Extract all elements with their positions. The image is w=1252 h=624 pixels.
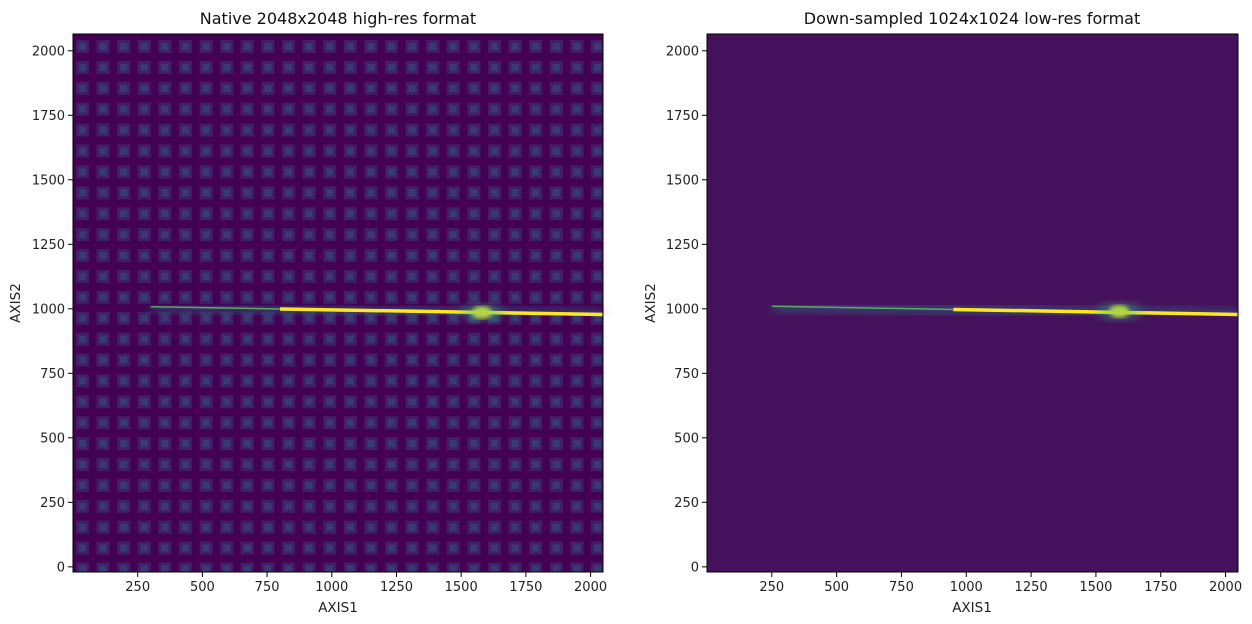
- right-image-area: [707, 34, 1239, 572]
- y-tick-label: 1250: [666, 238, 699, 253]
- x-tick-label: 500: [824, 580, 849, 595]
- x-tick-label: 2000: [574, 580, 607, 595]
- left-x-axis-label: AXIS1: [318, 600, 358, 616]
- right-x-axis: 250 500 750 1000 1250 1500 1750 2000: [759, 572, 1242, 595]
- right-spectral-trace: [771, 301, 1239, 321]
- x-tick-label: 1000: [950, 580, 983, 595]
- x-tick-label: 1500: [1079, 580, 1112, 595]
- right-heatmap-panel: Down-sampled 1024x1024 low-res format 25…: [643, 9, 1242, 616]
- x-tick-label: 750: [255, 580, 280, 595]
- y-tick-label: 1500: [32, 173, 65, 188]
- y-tick-label: 0: [57, 560, 65, 575]
- x-tick-label: 1750: [509, 580, 542, 595]
- left-heatmap-panel: Native 2048x2048 high-res format 250 500 7…: [8, 9, 607, 616]
- left-plot-frame: [72, 33, 604, 573]
- y-tick-label: 0: [691, 560, 699, 575]
- left-y-axis: 0 250 500 750 1000 1250 1500 1750 2000: [32, 44, 73, 575]
- x-tick-label: 750: [889, 580, 914, 595]
- x-tick-label: 1500: [445, 580, 478, 595]
- y-tick-label: 1750: [666, 109, 699, 124]
- y-tick-label: 2000: [666, 44, 699, 59]
- x-tick-label: 250: [759, 580, 784, 595]
- right-chart-title: Down-sampled 1024x1024 low-res format: [804, 9, 1140, 28]
- x-tick-label: 1250: [1015, 580, 1048, 595]
- y-tick-label: 1000: [32, 302, 65, 317]
- left-image-area: [73, 34, 604, 572]
- trace-bright-segment: [280, 307, 604, 317]
- right-y-axis: 0 250 500 750 1000 1250 1500 1750 2000: [666, 44, 707, 575]
- trace-faint-segment: [771, 305, 954, 311]
- x-tick-label: 1000: [315, 580, 348, 595]
- y-tick-label: 1250: [32, 238, 65, 253]
- y-tick-label: 1750: [32, 109, 65, 124]
- x-tick-label: 500: [190, 580, 215, 595]
- y-tick-label: 1500: [666, 173, 699, 188]
- left-x-axis: 250 500 750 1000 1250 1500 1750 2000: [125, 572, 607, 595]
- trace-blob-glow: [1097, 302, 1142, 321]
- x-tick-label: 250: [125, 580, 150, 595]
- right-y-axis-label: AXIS2: [643, 283, 659, 323]
- y-tick-label: 750: [40, 367, 65, 382]
- x-tick-label: 2000: [1209, 580, 1242, 595]
- right-plot-frame: [706, 33, 1239, 573]
- x-tick-label: 1750: [1144, 580, 1177, 595]
- trace-faint-segment: [150, 305, 281, 310]
- right-x-axis-label: AXIS1: [952, 600, 992, 616]
- y-tick-label: 2000: [32, 44, 65, 59]
- trace-bright-segment: [953, 307, 1239, 317]
- y-tick-label: 750: [674, 367, 699, 382]
- y-tick-label: 500: [40, 431, 65, 446]
- y-tick-label: 1000: [666, 302, 699, 317]
- y-tick-label: 250: [40, 496, 65, 511]
- trace-blob-glow: [459, 303, 504, 322]
- x-tick-label: 1250: [380, 580, 413, 595]
- y-tick-label: 500: [674, 431, 699, 446]
- left-spectral-trace: [150, 302, 604, 322]
- left-chart-title: Native 2048x2048 high-res format: [200, 9, 476, 28]
- left-y-axis-label: AXIS2: [8, 283, 24, 323]
- y-tick-label: 250: [674, 496, 699, 511]
